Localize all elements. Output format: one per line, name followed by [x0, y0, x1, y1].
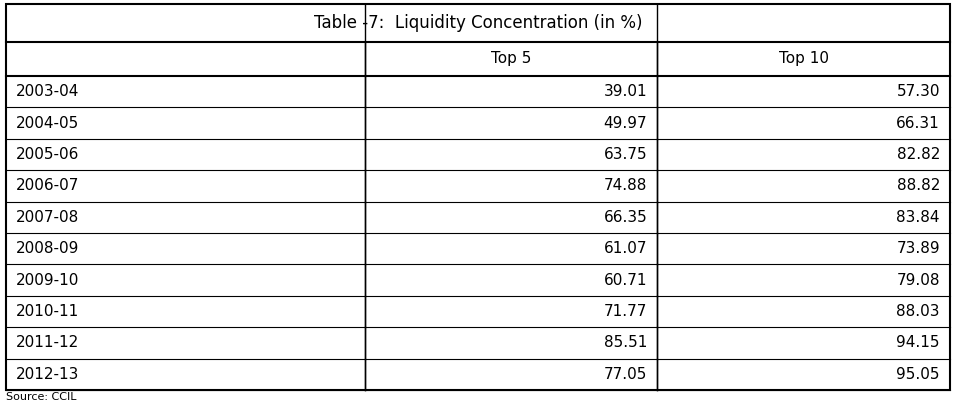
Text: 2008-09: 2008-09	[16, 241, 79, 256]
Text: 2007-08: 2007-08	[16, 210, 79, 225]
Text: 94.15: 94.15	[897, 335, 940, 350]
Text: Top 5: Top 5	[490, 51, 532, 67]
Text: 2004-05: 2004-05	[16, 115, 79, 131]
Text: Top 10: Top 10	[779, 51, 829, 67]
Text: 88.82: 88.82	[897, 178, 940, 193]
Text: Table -7:  Liquidity Concentration (in %): Table -7: Liquidity Concentration (in %)	[314, 14, 642, 32]
Text: 2009-10: 2009-10	[16, 273, 79, 288]
Text: 60.71: 60.71	[604, 273, 647, 288]
Text: 2003-04: 2003-04	[16, 84, 79, 99]
Text: 85.51: 85.51	[604, 335, 647, 350]
Text: 71.77: 71.77	[604, 304, 647, 319]
Text: 2012-13: 2012-13	[16, 367, 79, 382]
Text: 88.03: 88.03	[897, 304, 940, 319]
Text: 57.30: 57.30	[897, 84, 940, 99]
Text: 61.07: 61.07	[604, 241, 647, 256]
Text: 63.75: 63.75	[604, 147, 647, 162]
Text: 83.84: 83.84	[897, 210, 940, 225]
Text: 2005-06: 2005-06	[16, 147, 79, 162]
Text: 74.88: 74.88	[604, 178, 647, 193]
Text: 77.05: 77.05	[604, 367, 647, 382]
Text: 82.82: 82.82	[897, 147, 940, 162]
Text: 2011-12: 2011-12	[16, 335, 79, 350]
Text: 49.97: 49.97	[604, 115, 647, 131]
Text: 95.05: 95.05	[897, 367, 940, 382]
Text: 66.35: 66.35	[603, 210, 647, 225]
Text: 79.08: 79.08	[897, 273, 940, 288]
Text: 39.01: 39.01	[604, 84, 647, 99]
Text: Source: CCIL: Source: CCIL	[6, 392, 76, 402]
Text: 66.31: 66.31	[896, 115, 940, 131]
Text: 2006-07: 2006-07	[16, 178, 79, 193]
Text: 73.89: 73.89	[897, 241, 940, 256]
Text: 2010-11: 2010-11	[16, 304, 79, 319]
